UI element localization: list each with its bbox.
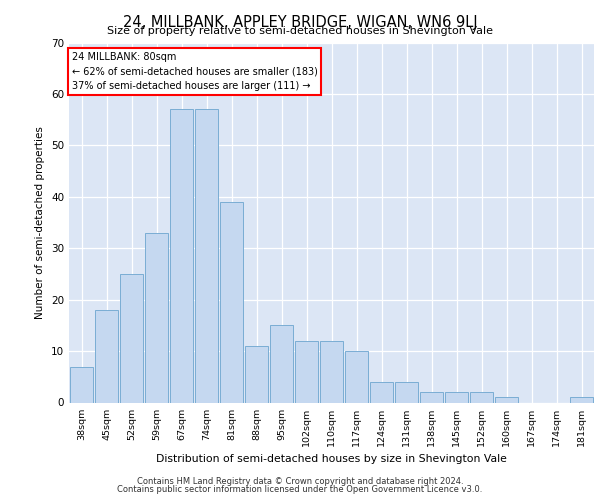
Bar bbox=[395, 382, 418, 402]
Text: Contains HM Land Registry data © Crown copyright and database right 2024.: Contains HM Land Registry data © Crown c… bbox=[137, 477, 463, 486]
Bar bbox=[120, 274, 143, 402]
Bar bbox=[170, 110, 193, 403]
X-axis label: Distribution of semi-detached houses by size in Shevington Vale: Distribution of semi-detached houses by … bbox=[156, 454, 507, 464]
Bar bbox=[370, 382, 393, 402]
Text: Contains public sector information licensed under the Open Government Licence v3: Contains public sector information licen… bbox=[118, 485, 482, 494]
Text: 24 MILLBANK: 80sqm
← 62% of semi-detached houses are smaller (183)
37% of semi-d: 24 MILLBANK: 80sqm ← 62% of semi-detache… bbox=[71, 52, 317, 91]
Bar bbox=[470, 392, 493, 402]
Y-axis label: Number of semi-detached properties: Number of semi-detached properties bbox=[35, 126, 46, 319]
Bar bbox=[145, 233, 168, 402]
Bar bbox=[495, 398, 518, 402]
Bar bbox=[245, 346, 268, 403]
Bar bbox=[445, 392, 468, 402]
Bar bbox=[270, 326, 293, 402]
Bar bbox=[570, 398, 593, 402]
Text: Size of property relative to semi-detached houses in Shevington Vale: Size of property relative to semi-detach… bbox=[107, 26, 493, 36]
Bar bbox=[320, 341, 343, 402]
Bar bbox=[345, 351, 368, 403]
Text: 24, MILLBANK, APPLEY BRIDGE, WIGAN, WN6 9LJ: 24, MILLBANK, APPLEY BRIDGE, WIGAN, WN6 … bbox=[122, 15, 478, 30]
Bar bbox=[295, 341, 318, 402]
Bar bbox=[420, 392, 443, 402]
Bar bbox=[70, 366, 93, 402]
Bar bbox=[220, 202, 243, 402]
Bar bbox=[95, 310, 118, 402]
Bar bbox=[195, 110, 218, 403]
